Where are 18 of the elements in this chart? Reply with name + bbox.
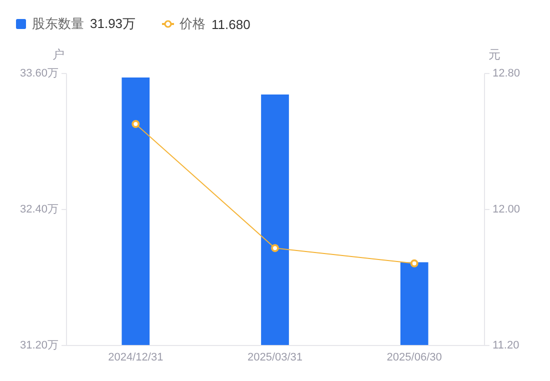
- point: [132, 120, 140, 128]
- legend-label: 价格: [180, 15, 206, 33]
- y-axis-title: 户: [52, 48, 64, 62]
- y-tick-label: 31.20万: [20, 340, 58, 352]
- x-tick-label: 2025/06/30: [386, 352, 442, 364]
- legend-label: 股东数量: [32, 15, 84, 33]
- x-tick-label: 2025/03/31: [247, 352, 303, 364]
- text: 11.680: [212, 16, 250, 32]
- y2-tick-label: 12.00: [492, 204, 520, 216]
- y2-tick-label: 12.80: [492, 68, 520, 80]
- y2-axis-title: 元: [488, 48, 500, 62]
- point: [410, 259, 418, 268]
- y-tick-label: 33.60万: [20, 68, 58, 80]
- y-tick-label: 32.40万: [20, 204, 58, 216]
- y2-tick-label: 11.20: [492, 340, 520, 352]
- text: 31.93万: [90, 15, 136, 33]
- x-tick-label: 2024/12/31: [108, 352, 164, 364]
- point: [271, 244, 279, 252]
